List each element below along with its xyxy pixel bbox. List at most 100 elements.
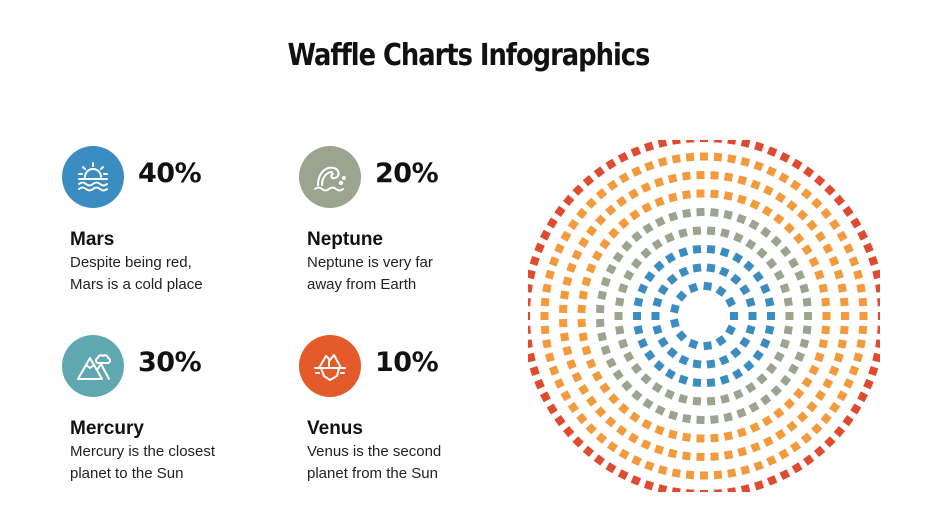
ring-dot: [837, 339, 847, 349]
ring-dot: [780, 245, 792, 258]
ring-dot: [637, 337, 649, 349]
ring-dot: [743, 360, 755, 372]
ring-dot: [811, 423, 823, 435]
ring-dot: [713, 140, 723, 143]
ring-dot: [730, 312, 738, 320]
ring-dot: [628, 188, 639, 200]
ring-dot: [644, 349, 656, 361]
ring-dot: [778, 172, 790, 184]
ring-dot: [736, 427, 747, 438]
ring-dot: [560, 230, 572, 242]
ring-dot: [651, 382, 663, 394]
ring-dot: [615, 297, 625, 307]
ring-dot: [665, 252, 676, 264]
ring-dot: [727, 468, 737, 478]
ring-dot: [605, 158, 617, 170]
ring-dot: [766, 166, 777, 177]
ring-dot: [857, 391, 868, 403]
ring-dot: [567, 218, 579, 231]
ring-dot: [528, 297, 531, 307]
ring-dot: [696, 452, 705, 462]
ring-dot: [745, 238, 757, 250]
planet-name: Neptune: [307, 229, 383, 250]
ring-dot: [688, 282, 699, 294]
ring-dot: [542, 339, 552, 349]
ring-dot: [725, 324, 736, 336]
ring-dot: [630, 257, 643, 270]
ring-dot: [597, 332, 607, 342]
ring-dot: [719, 374, 730, 385]
ring-dot: [666, 273, 678, 285]
ring-dot: [710, 189, 719, 199]
ring-dot: [605, 204, 617, 216]
ring-dot: [558, 318, 568, 328]
ring-dot: [791, 158, 803, 170]
ring-dot: [585, 423, 597, 435]
ring-dot: [581, 345, 592, 356]
ring-dot: [528, 352, 536, 363]
ring-dot: [665, 368, 676, 380]
ring-dot: [715, 335, 727, 347]
ring-dot: [725, 296, 736, 308]
ring-dot: [713, 470, 723, 480]
ring-dot: [631, 389, 643, 402]
ring-dot: [706, 359, 716, 369]
ring-dot: [614, 312, 623, 320]
ring-dot: [582, 175, 595, 187]
ring-dot: [528, 339, 533, 349]
ring-dot: [730, 273, 742, 285]
ring-dot: [853, 352, 863, 363]
ring-dot: [633, 312, 641, 320]
ring-dot: [740, 140, 751, 148]
ring-dot: [651, 238, 663, 250]
ring-dot: [779, 338, 790, 349]
ring-dot: [720, 228, 730, 238]
ring-dot: [843, 243, 854, 254]
ring-dot: [828, 255, 840, 267]
ring-dot: [856, 283, 866, 293]
ring-dot: [814, 269, 825, 280]
ring-dot: [643, 480, 655, 491]
ring-dot: [787, 363, 799, 375]
ring-dot: [863, 378, 874, 390]
ring-dot: [813, 445, 826, 457]
ring-dot: [678, 228, 688, 238]
ring-dot: [850, 403, 862, 415]
percent-value: 40%: [138, 158, 202, 189]
ring-dot: [633, 297, 644, 307]
ring-dot: [566, 262, 577, 273]
ring-dot: [641, 202, 653, 214]
ring-dot: [740, 484, 751, 492]
ring-dot: [657, 336, 669, 348]
ring-dot: [753, 480, 765, 491]
ring-dot: [593, 166, 605, 178]
ring-dot: [572, 436, 584, 448]
ring-dot: [657, 140, 668, 148]
ring-9: [528, 140, 880, 492]
stat-item-neptune: 20% Neptune Neptune is very far away fro…: [299, 146, 529, 296]
ring-dot: [578, 332, 588, 342]
ring-dot: [822, 243, 834, 254]
ring-dot: [803, 166, 815, 178]
description-line: planet from the Sun: [307, 465, 438, 482]
ring-dot: [615, 325, 625, 335]
ring-dot: [732, 368, 743, 380]
ring-dot: [727, 154, 737, 164]
ring-dot: [765, 362, 778, 375]
ring-dot: [678, 394, 688, 404]
planet-name: Venus: [307, 418, 363, 439]
ring-dot: [766, 455, 777, 466]
ring-dot: [762, 185, 774, 196]
ring-dot: [774, 428, 787, 440]
ring-dot: [688, 338, 699, 350]
ring-dot: [618, 283, 629, 294]
ring-dot: [783, 222, 796, 234]
ring-dot: [802, 297, 812, 307]
ring-dot: [696, 189, 705, 198]
ring-dot: [814, 231, 827, 243]
ring-dot: [783, 325, 793, 335]
ring-dot: [540, 312, 549, 320]
ring-dot: [666, 347, 678, 359]
ring-dot: [653, 260, 665, 272]
ring-dot: [654, 405, 666, 416]
